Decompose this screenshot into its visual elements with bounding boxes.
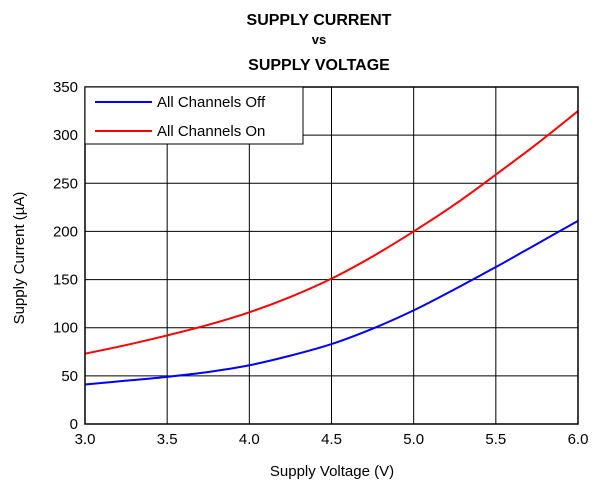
y-tick-label: 150 [53, 272, 78, 289]
y-tick-label: 350 [53, 79, 78, 96]
y-axis-label: Supply Current (µA) [11, 192, 28, 325]
x-tick-label: 4.0 [239, 431, 260, 448]
plot-frame [84, 86, 579, 425]
y-tick-label: 50 [61, 368, 78, 385]
x-tick-label: 6.0 [568, 431, 589, 448]
legend-label-all-channels-off: All Channels Off [157, 94, 266, 111]
grid [84, 86, 579, 425]
legend: All Channels Off All Channels On [84, 86, 304, 145]
x-axis-label: Supply Voltage (V) [270, 463, 394, 480]
series-line-all-channels-on [84, 110, 579, 355]
y-tick-label: 300 [53, 127, 78, 144]
x-tick-label: 3.5 [157, 431, 178, 448]
chart-title-line-3: SUPPLY VOLTAGE [248, 57, 390, 74]
chart-title-line-1: SUPPLY CURRENT [247, 12, 392, 29]
legend-label-all-channels-on: All Channels On [157, 123, 265, 140]
x-tick-label: 3.0 [75, 431, 96, 448]
legend-box [84, 86, 304, 145]
y-tick-label: 100 [53, 320, 78, 337]
x-tick-label: 5.5 [485, 431, 506, 448]
series-lines [84, 110, 579, 386]
y-tick-label: 250 [53, 175, 78, 192]
y-tick-labels: 0 50 100 150 200 250 300 350 [53, 79, 78, 433]
x-tick-label: 5.0 [403, 431, 424, 448]
chart-title-line-2: vs [312, 32, 326, 47]
y-tick-label: 200 [53, 223, 78, 240]
series-line-all-channels-off [84, 219, 579, 386]
y-tick-label: 0 [70, 416, 78, 433]
x-tick-label: 4.5 [321, 431, 342, 448]
x-tick-labels: 3.0 3.5 4.0 4.5 5.0 5.5 6.0 [75, 431, 589, 448]
